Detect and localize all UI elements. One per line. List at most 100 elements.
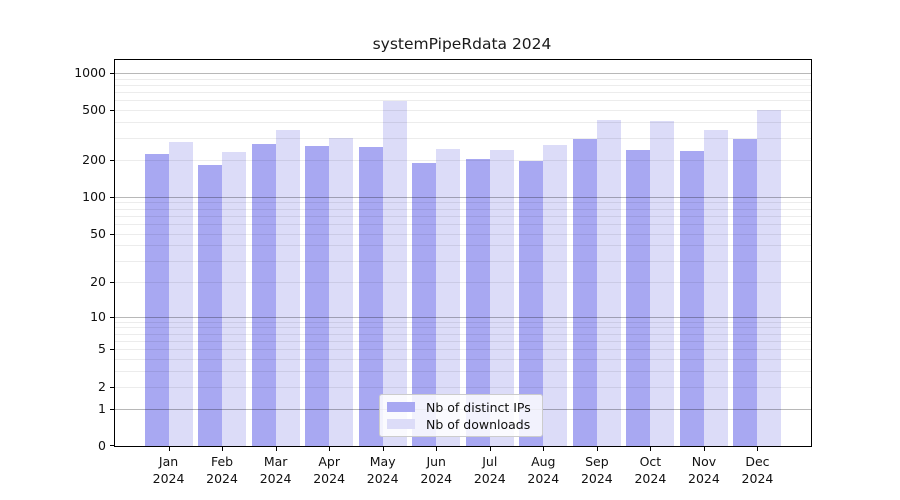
bar-downloads-may <box>382 100 407 446</box>
bar-ips-sep <box>572 138 597 446</box>
y-tick <box>110 281 115 283</box>
legend-item: Nb of downloads <box>387 416 534 432</box>
x-tick-label: Apr 2024 <box>297 453 361 487</box>
x-tick-month: Nov <box>691 454 717 469</box>
x-tick-year: 2024 <box>527 471 560 486</box>
gridline <box>115 327 811 329</box>
gridline <box>115 84 811 86</box>
gridline <box>115 159 811 161</box>
bar-ips-oct <box>626 149 651 446</box>
x-tick <box>436 446 438 451</box>
gridline <box>115 208 811 210</box>
x-tick-year: 2024 <box>634 471 667 486</box>
x-tick <box>596 446 598 451</box>
y-tick-label: 2 <box>98 378 106 394</box>
grid-layer <box>115 60 811 446</box>
y-tick-label: 1 <box>98 400 106 416</box>
x-tick <box>757 446 759 451</box>
plot-area: 0 1 2 5 10 20 50 100 200 500 1000 Jan 2024 Feb 2024 Mar… <box>74 59 812 486</box>
gridline <box>115 215 811 217</box>
x-tick <box>489 446 491 451</box>
gridline <box>115 340 811 342</box>
legend-swatch <box>387 419 415 429</box>
gridline <box>115 78 811 80</box>
bar-downloads-jan <box>168 142 193 446</box>
y-tick <box>110 349 115 351</box>
x-tick-month: Sep <box>585 454 609 469</box>
legend-label: Nb of distinct IPs <box>426 399 531 415</box>
y-tick-label: 5 <box>98 341 106 357</box>
y-tick <box>110 445 115 446</box>
gridline <box>115 72 811 74</box>
bar-ips-nov <box>679 150 704 446</box>
gridline <box>115 260 811 262</box>
bar-downloads-dec <box>757 109 782 446</box>
x-tick-month: Mar <box>263 454 288 469</box>
y-tick <box>110 196 115 198</box>
x-tick-month: Jul <box>482 454 498 469</box>
gridline <box>115 359 811 361</box>
bar-downloads-sep <box>596 119 621 446</box>
gridline <box>115 110 811 112</box>
x-tick-label: Oct 2024 <box>618 453 682 487</box>
y-tick-label: 20 <box>90 273 106 289</box>
gridline <box>115 122 811 124</box>
gridline <box>115 100 811 102</box>
x-tick-label: Aug 2024 <box>511 453 575 487</box>
axis-layer: 0 1 2 5 10 20 50 100 200 500 1000 Jan 2024 Feb 2024 Mar… <box>74 60 811 486</box>
x-tick <box>650 446 652 451</box>
bar-ips-dec <box>733 138 758 446</box>
bar-downloads-apr <box>329 137 354 446</box>
bar-ips-mar <box>251 143 276 446</box>
gridline <box>115 245 811 247</box>
x-tick-label: Jun 2024 <box>404 453 468 487</box>
x-tick-label: Sep 2024 <box>565 453 629 487</box>
y-tick <box>110 72 115 74</box>
y-tick <box>110 233 115 235</box>
x-tick <box>168 446 170 451</box>
x-tick <box>275 446 277 451</box>
x-tick-month: Oct <box>639 454 662 469</box>
x-tick-month: Aug <box>531 454 556 469</box>
x-tick-month: Feb <box>210 454 234 469</box>
x-tick-label: May 2024 <box>351 453 415 487</box>
y-tick-label: 10 <box>90 308 106 324</box>
x-tick-label: Jan 2024 <box>137 453 201 487</box>
gridline <box>115 233 811 235</box>
bar-ips-may <box>358 146 383 446</box>
y-tick-label: 100 <box>82 188 106 204</box>
gridline <box>115 196 811 198</box>
x-tick-year: 2024 <box>473 471 506 486</box>
x-tick-month: Dec <box>745 454 770 469</box>
bar-downloads-oct <box>650 121 675 446</box>
y-tick-label: 1000 <box>74 64 106 80</box>
bar-downloads-mar <box>275 129 300 446</box>
legend-label: Nb of downloads <box>426 416 531 432</box>
x-tick-year: 2024 <box>366 471 399 486</box>
x-tick-year: 2024 <box>313 471 346 486</box>
gridline <box>115 321 811 323</box>
x-tick <box>222 446 224 451</box>
y-tick <box>110 386 115 388</box>
y-tick <box>110 159 115 161</box>
x-tick <box>382 446 384 451</box>
bar-ips-jan <box>144 154 169 446</box>
y-tick-label: 50 <box>90 225 106 241</box>
y-tick <box>110 316 115 318</box>
x-tick-month: Apr <box>318 454 340 469</box>
gridline <box>115 316 811 318</box>
x-tick-year: 2024 <box>741 471 774 486</box>
bar-ips-apr <box>305 145 330 446</box>
legend-swatch <box>387 402 415 412</box>
legend-item: Nb of distinct IPs <box>387 399 534 415</box>
gridline <box>115 224 811 226</box>
x-tick <box>329 446 331 451</box>
x-tick-label: Nov 2024 <box>672 453 736 487</box>
gridline <box>115 386 811 388</box>
gridline <box>115 137 811 139</box>
y-tick <box>110 408 115 410</box>
gridline <box>115 202 811 204</box>
x-tick-label: Jul 2024 <box>458 453 522 487</box>
y-tick-label: 200 <box>82 151 106 167</box>
y-tick-label: 0 <box>98 438 106 453</box>
